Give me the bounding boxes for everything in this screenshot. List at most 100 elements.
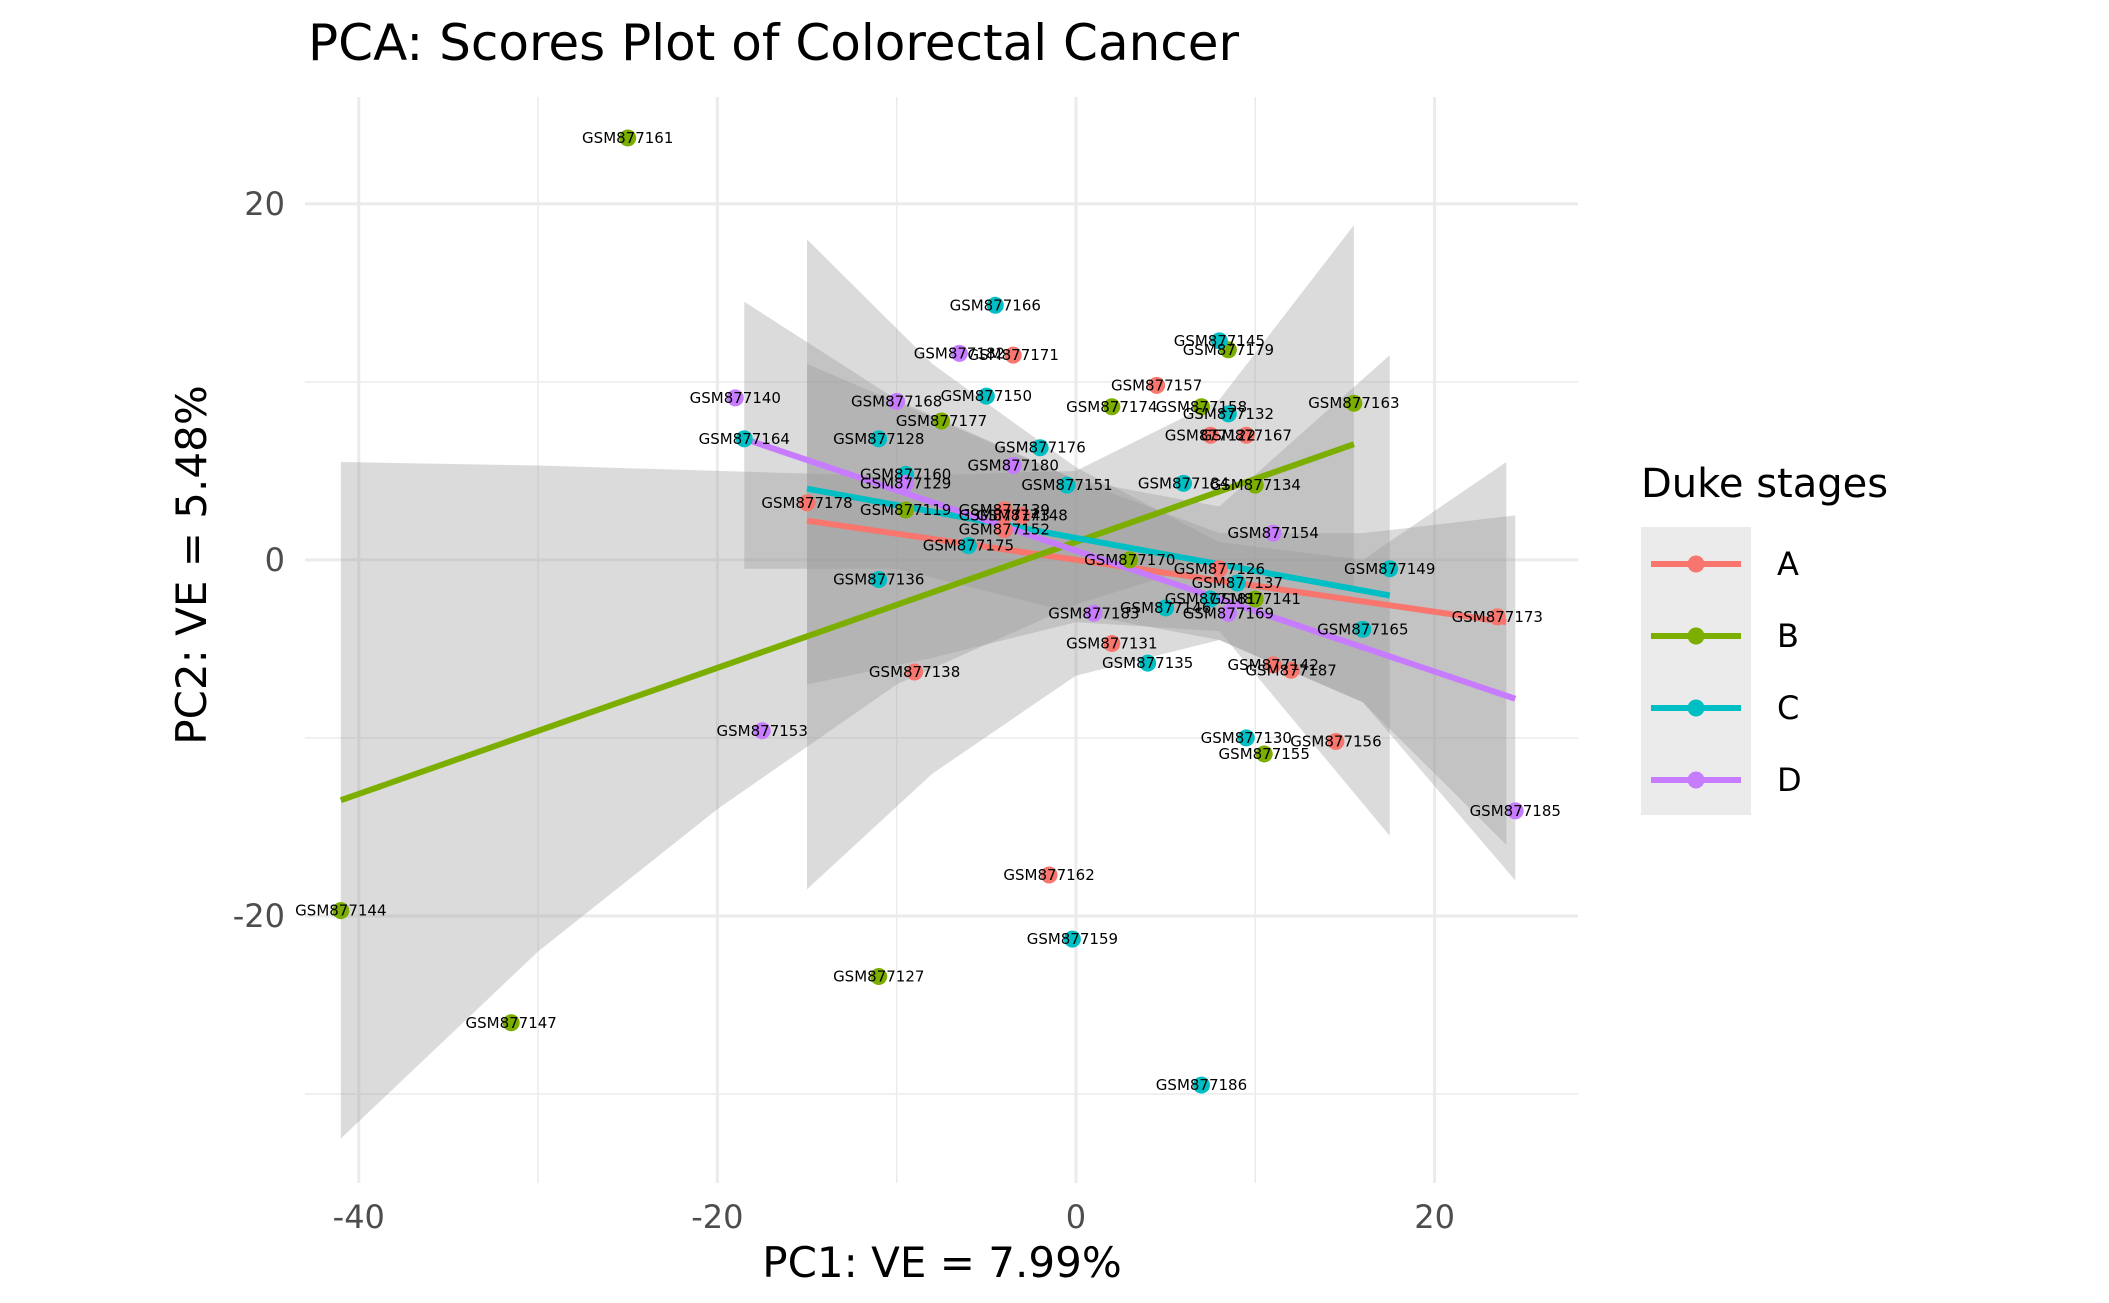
data-point [1058, 476, 1076, 494]
point-label: GSM877176 [994, 439, 1085, 457]
data-point [1219, 405, 1237, 423]
data-point [897, 474, 915, 492]
trend-line-d [743, 435, 1517, 702]
data-point [897, 501, 915, 519]
point-label: GSM877137 [1192, 574, 1283, 592]
legend-label: C [1777, 689, 1799, 727]
point-label: GSM877152 [959, 521, 1050, 539]
data-point [870, 570, 888, 588]
point-label: GSM877156 [1290, 732, 1381, 750]
data-point [1327, 732, 1345, 750]
data-point [735, 430, 753, 448]
point-label: GSM877157 [1111, 376, 1202, 394]
legend-label: A [1777, 545, 1799, 583]
data-point [1506, 802, 1524, 820]
data-point [870, 967, 888, 985]
data-point [888, 392, 906, 410]
point-label: GSM877144 [295, 902, 386, 920]
point-label: GSM877128 [833, 430, 924, 448]
point-label: GSM877174 [1066, 398, 1157, 416]
y-tick-label: 20 [244, 185, 285, 223]
point-label: GSM877129 [860, 474, 951, 492]
legend-label: D [1777, 761, 1802, 799]
point-label: GSM877173 [1452, 608, 1543, 626]
data-point [959, 537, 977, 555]
point-label: GSM877147 [466, 1014, 557, 1032]
y-tick-label: -20 [233, 897, 285, 935]
point-label: GSM877127 [833, 967, 924, 985]
point-label: GSM877179 [1183, 341, 1274, 359]
point-label: GSM877138 [869, 663, 960, 681]
data-point [870, 430, 888, 448]
point-label: GSM877142 [1228, 656, 1319, 674]
point-label: GSM877158 [1156, 398, 1247, 416]
point-label: GSM877155 [1219, 745, 1310, 763]
data-point [1354, 620, 1372, 638]
point-label: GSM877161 [582, 129, 673, 147]
point-label: GSM877139 [959, 501, 1050, 519]
point-label: GSM877150 [941, 387, 1032, 405]
data-point [753, 722, 771, 740]
point-label: GSM877164 [699, 430, 790, 448]
point-label: GSM877159 [1027, 930, 1118, 948]
point-label: GSM877135 [1102, 654, 1193, 672]
data-point [1228, 574, 1246, 592]
point-label: GSM877143 [959, 506, 1050, 524]
point-label: GSM877145 [1174, 332, 1265, 350]
data-point [1192, 1076, 1210, 1094]
y-axis-title: PC2: VE = 5.48% [167, 385, 216, 744]
data-point [1004, 457, 1022, 475]
point-label: GSM877148 [977, 506, 1068, 524]
data-point [1063, 930, 1081, 948]
data-point [1264, 524, 1282, 542]
legend-key-point [1687, 699, 1705, 717]
point-labels: GSM877178GSM877171GSM877157GSM877122GSM8… [295, 129, 1561, 1094]
x-tick-label: -20 [691, 1198, 743, 1236]
point-label: GSM877140 [690, 389, 781, 407]
data-point [1148, 376, 1166, 394]
point-label: GSM877177 [896, 412, 987, 430]
data-point [1157, 599, 1175, 617]
legend-key-point [1687, 627, 1705, 645]
data-point [1201, 426, 1219, 444]
point-label: GSM877154 [1228, 524, 1319, 542]
point-label: GSM877175 [923, 537, 1014, 555]
data-point [332, 902, 350, 920]
data-points [332, 129, 1524, 1094]
point-label: GSM877183 [1048, 604, 1139, 622]
point-label: GSM877180 [968, 457, 1059, 475]
data-point [1040, 866, 1058, 884]
data-point [1103, 398, 1121, 416]
legend-title: Duke stages [1641, 461, 1888, 507]
data-point [906, 663, 924, 681]
point-label: GSM877126 [1174, 560, 1265, 578]
x-tick-label: -40 [333, 1198, 385, 1236]
data-point [977, 387, 995, 405]
point-label: GSM877153 [717, 722, 808, 740]
y-tick-label: 0 [265, 541, 285, 579]
data-point [1175, 474, 1193, 492]
data-point [1345, 394, 1363, 412]
data-point [1210, 332, 1228, 350]
point-label: GSM877186 [1156, 1076, 1247, 1094]
point-label: GSM877178 [761, 494, 852, 512]
data-point [1085, 604, 1103, 622]
confidence-band-b [340, 225, 1354, 1139]
data-point [1237, 729, 1255, 747]
data-point [1488, 608, 1506, 626]
point-label: GSM877130 [1201, 729, 1292, 747]
point-label: GSM877146 [1120, 599, 1211, 617]
x-axis-title: PC1: VE = 7.99% [762, 1238, 1121, 1287]
point-label: GSM877165 [1317, 620, 1408, 638]
x-tick-label: 20 [1414, 1198, 1455, 1236]
point-label: GSM877136 [833, 570, 924, 588]
data-point [1103, 635, 1121, 653]
legend-key-point [1687, 555, 1705, 573]
chart-title: PCA: Scores Plot of Colorectal Cancer [308, 14, 1240, 72]
data-point [1004, 346, 1022, 364]
x-axis-ticks: -40 -20 0 20 [333, 1198, 1455, 1236]
point-label: GSM877141 [1210, 590, 1301, 608]
